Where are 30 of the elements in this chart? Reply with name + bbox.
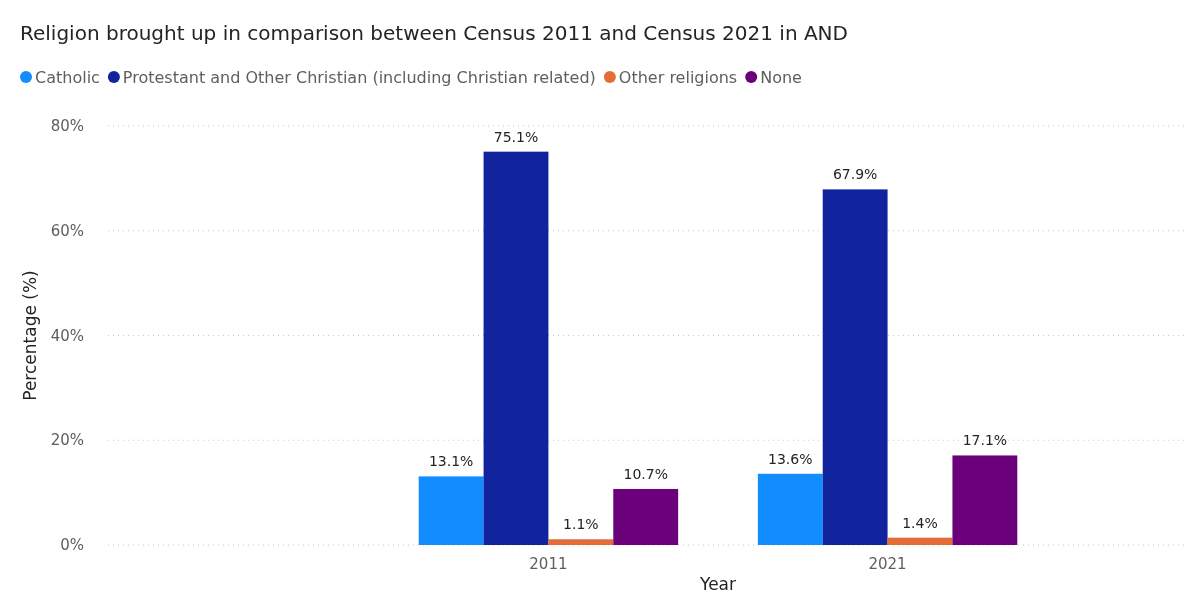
data-label: 13.1%	[428, 453, 474, 470]
legend-label: None	[760, 68, 802, 87]
bar	[548, 539, 614, 545]
x-axis-title: Year	[699, 574, 736, 594]
bar	[613, 488, 679, 545]
bar	[418, 476, 484, 545]
bar	[483, 151, 549, 545]
y-tick-label: 40%	[50, 326, 84, 345]
legend-label: Catholic	[35, 68, 100, 87]
bar	[757, 473, 823, 545]
data-label: 1.1%	[563, 516, 599, 533]
x-tick-label: 2021	[868, 555, 907, 573]
data-label: 67.9%	[832, 166, 878, 183]
y-axis-title: Percentage (%)	[20, 270, 40, 401]
data-label: 1.4%	[902, 514, 938, 531]
x-tick-label: 2011	[529, 555, 568, 573]
data-label: 10.7%	[623, 465, 668, 482]
data-label: 75.1%	[493, 128, 539, 145]
y-tick-label: 0%	[60, 536, 84, 554]
data-label: 13.6%	[768, 450, 813, 467]
y-tick-label: 20%	[50, 431, 84, 450]
legend-label: Other religions	[618, 68, 738, 87]
y-tick-label: 80%	[50, 117, 84, 135]
data-label: 17.1%	[962, 432, 1008, 449]
bar	[822, 189, 888, 545]
y-tick-label: 60%	[50, 221, 84, 240]
bar	[952, 455, 1018, 545]
bar	[887, 537, 953, 545]
legend-label: Protestant and Other Christian (including Christian related)	[122, 68, 596, 87]
chart-title: Religion brought up in comparison between Census 2011 and Census 2021 in AND	[20, 21, 848, 45]
